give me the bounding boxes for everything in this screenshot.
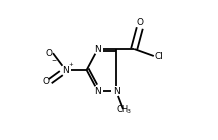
Text: CH: CH xyxy=(117,105,129,114)
Text: N: N xyxy=(113,87,119,95)
Text: O: O xyxy=(43,77,49,86)
Text: N: N xyxy=(62,66,69,74)
Text: +: + xyxy=(69,62,73,67)
Text: 3: 3 xyxy=(127,109,131,114)
Text: −: − xyxy=(52,57,57,62)
Text: N: N xyxy=(94,45,101,53)
Text: O: O xyxy=(45,49,52,58)
Text: O: O xyxy=(136,18,143,27)
Text: N: N xyxy=(94,87,101,95)
Text: Cl: Cl xyxy=(155,52,164,60)
